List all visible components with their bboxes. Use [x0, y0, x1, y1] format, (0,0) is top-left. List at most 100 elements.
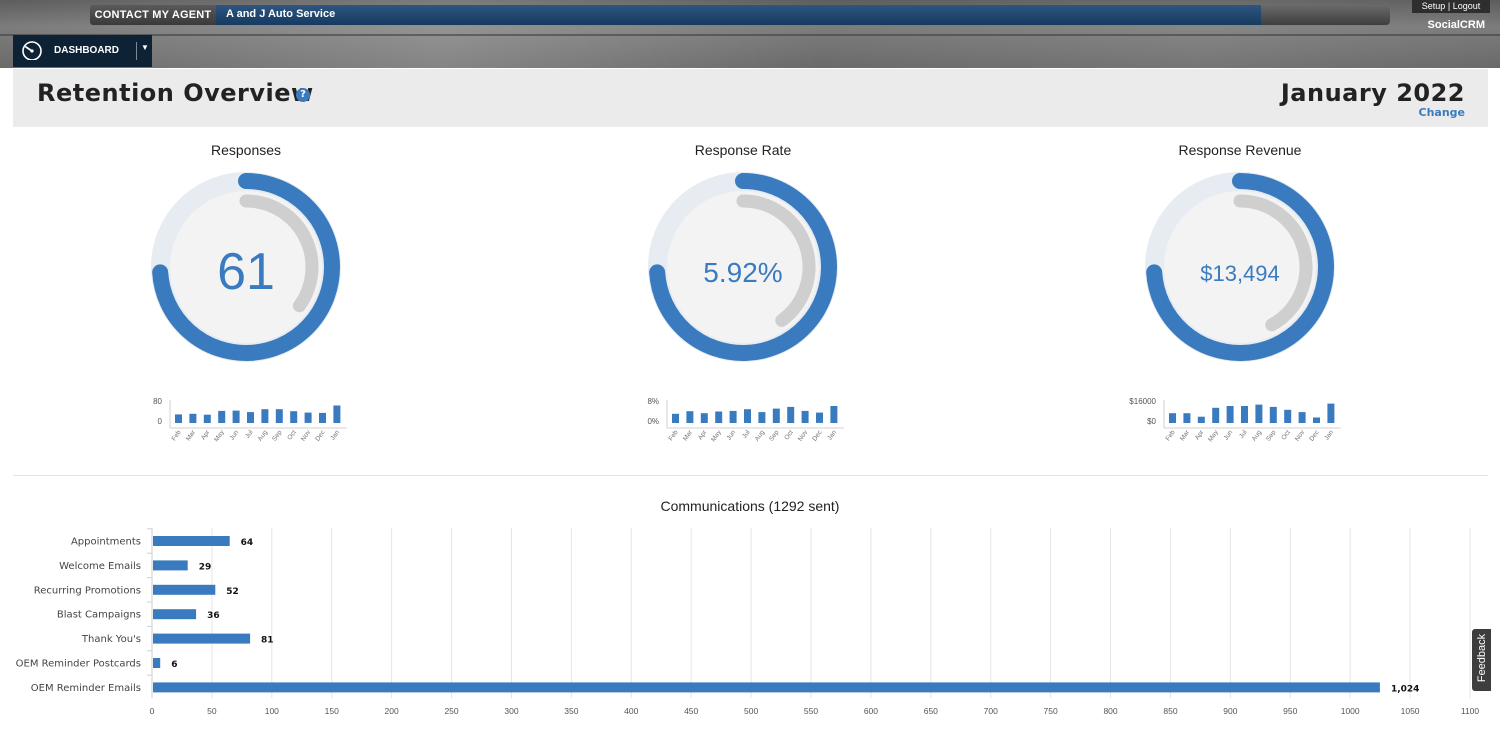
spark-bar: [1327, 403, 1335, 423]
monthly-sparkline: 80 0 Feb Mar Apr May Jun Jul Aug Sep Oct Nov Dec Jan: [153, 397, 347, 444]
communications-bar-chart: 0 50 100 150 200 250 300 350 400 450 500 550 600 650 7…: [16, 528, 1479, 716]
y-min-label: 0%: [647, 417, 659, 426]
data-bar: [153, 658, 161, 668]
spark-month-label: Mar: [185, 428, 198, 442]
page-header: Retention Overview ? January 2022 Change: [13, 69, 1488, 127]
spark-bar: [319, 412, 326, 423]
data-label: 36: [207, 611, 220, 621]
spark-bar: [816, 412, 823, 423]
spark-month-label: Jan: [1323, 429, 1335, 442]
x-tick-label: 800: [1103, 706, 1117, 716]
category-label: Thank You's: [81, 634, 141, 645]
dashboard-tab[interactable]: DASHBOARD ▼: [13, 35, 152, 67]
spark-month-label: Sep: [271, 429, 284, 443]
spark-month-label: Jul: [1238, 429, 1249, 440]
help-icon[interactable]: ?: [296, 88, 310, 102]
y-max-label: $16000: [1129, 397, 1156, 406]
feedback-tab[interactable]: Feedback: [1472, 629, 1491, 691]
spark-month-label: Apr: [1194, 428, 1206, 441]
spark-bar: [1169, 413, 1176, 423]
x-tick-label: 450: [684, 706, 698, 716]
ring-center: [170, 191, 322, 343]
x-tick-label: 550: [804, 706, 818, 716]
spark-bar: [787, 406, 795, 423]
spark-month-label: Nov: [797, 429, 810, 443]
donut-chart: [151, 172, 341, 362]
x-tick-label: 250: [444, 706, 458, 716]
data-bar: [153, 584, 216, 595]
spark-bar: [1183, 413, 1191, 423]
category-label: OEM Reminder Emails: [31, 683, 141, 694]
chevron-down-icon[interactable]: ▼: [141, 43, 149, 52]
spark-month-label: Aug: [257, 429, 270, 443]
x-tick-label: 1000: [1341, 706, 1360, 716]
x-tick-label: 0: [150, 706, 155, 716]
spark-month-label: Dec: [314, 429, 327, 443]
kpi-title: Response Revenue: [1178, 142, 1302, 158]
spark-bar: [175, 414, 182, 423]
spark-month-label: Jun: [725, 429, 737, 442]
category-label: Recurring Promotions: [34, 585, 141, 596]
spark-bar: [1298, 412, 1306, 423]
spark-bar: [275, 409, 283, 423]
spark-bar: [203, 414, 211, 423]
data-label: 64: [241, 538, 254, 548]
category-label: Welcome Emails: [59, 561, 141, 572]
spark-month-label: Mar: [682, 428, 695, 442]
spark-month-label: May: [1207, 429, 1220, 444]
spark-bar: [729, 410, 737, 423]
spark-month-label: Jan: [826, 429, 838, 442]
spark-month-label: Sep: [1265, 429, 1278, 443]
data-label: 52: [226, 587, 239, 597]
spark-month-label: Oct: [1280, 429, 1292, 441]
donut-chart: [648, 172, 838, 362]
spark-bar: [1241, 406, 1248, 423]
comparison-arc: [736, 194, 816, 327]
spark-bar: [1313, 417, 1320, 423]
topbar-divider: [0, 34, 1500, 36]
x-tick-label: 100: [265, 706, 279, 716]
x-tick-label: 50: [207, 706, 217, 716]
spark-bar: [801, 410, 809, 423]
kpi-title: Responses: [210, 142, 282, 158]
spark-bar: [232, 410, 240, 423]
spark-month-label: Feb: [667, 429, 679, 443]
dashboard-tab-separator: [136, 42, 137, 60]
spark-month-label: Oct: [286, 429, 298, 441]
spark-month-label: May: [213, 429, 226, 444]
spark-bar: [189, 413, 197, 423]
x-tick-label: 750: [1044, 706, 1058, 716]
x-tick-label: 350: [564, 706, 578, 716]
spark-bar: [333, 405, 341, 423]
selected-month: January 2022: [1280, 79, 1465, 107]
responses-gauge: Responses 61 80 0 Feb Mar Apr May Jun Jul Aug Sep…: [96, 140, 396, 450]
progress-arc: [1146, 173, 1334, 361]
spark-month-label: Oct: [783, 429, 795, 441]
comparison-arc: [239, 194, 319, 313]
data-label: 29: [199, 562, 212, 572]
spark-month-label: Jun: [1222, 429, 1234, 442]
progress-arc: [649, 173, 837, 361]
x-tick-label: 650: [924, 706, 938, 716]
monthly-sparkline: $16000 $0 Feb Mar Apr May Jun Jul Aug Sep Oct Nov De…: [1129, 397, 1341, 444]
spark-bar: [758, 412, 766, 423]
account-links: Setup | Logout: [1412, 0, 1490, 13]
spark-month-label: Dec: [1308, 429, 1321, 443]
spark-bar: [304, 412, 312, 423]
spark-bar: [290, 411, 298, 423]
x-tick-label: 850: [1163, 706, 1177, 716]
data-bar: [153, 633, 251, 644]
data-label: 1,024: [1391, 684, 1419, 694]
x-tick-label: 700: [984, 706, 998, 716]
change-month-link[interactable]: Change: [1418, 106, 1466, 119]
data-label: 81: [261, 636, 274, 646]
spark-month-label: May: [710, 429, 723, 444]
x-tick-label: 300: [504, 706, 518, 716]
category-label: Blast Campaigns: [57, 610, 141, 621]
setup-link[interactable]: Setup: [1421, 1, 1446, 11]
logout-link[interactable]: Logout: [1452, 1, 1481, 11]
y-max-label: 8%: [647, 397, 659, 406]
ring-center: [1164, 191, 1316, 343]
contact-my-agent-button[interactable]: CONTACT MY AGENT: [90, 5, 216, 25]
x-tick-label: 500: [744, 706, 758, 716]
